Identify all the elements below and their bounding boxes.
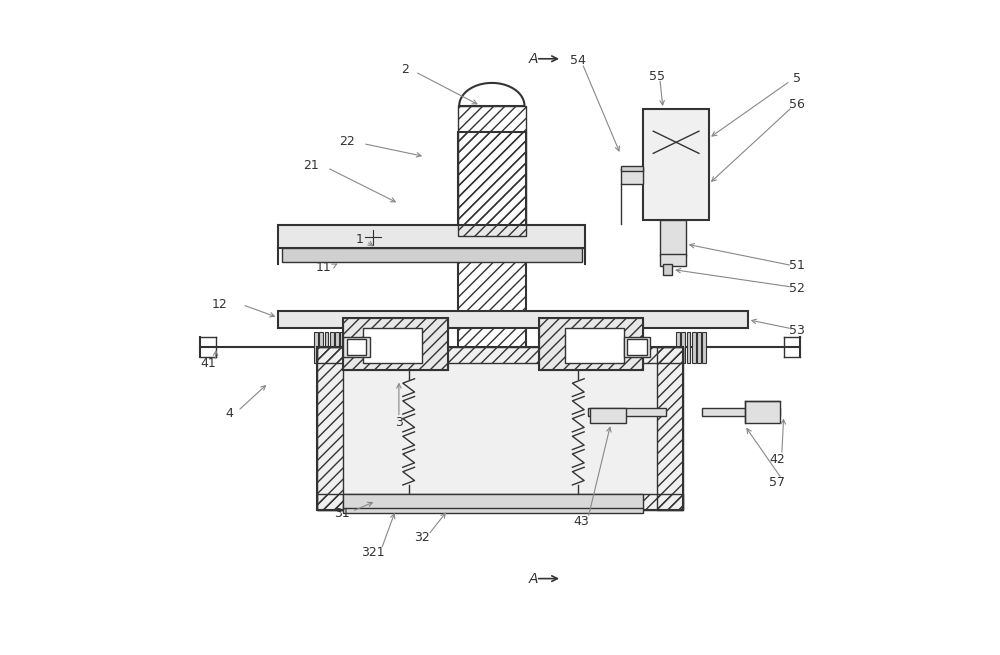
Bar bbox=[539, 318, 643, 370]
Bar bbox=[319, 332, 323, 364]
Bar bbox=[282, 248, 582, 262]
Text: 56: 56 bbox=[789, 98, 805, 111]
Bar bbox=[745, 401, 780, 423]
Text: 321: 321 bbox=[361, 546, 385, 559]
Text: 21: 21 bbox=[303, 159, 319, 172]
Bar bbox=[314, 332, 318, 364]
Text: 57: 57 bbox=[769, 476, 785, 489]
Bar bbox=[697, 332, 701, 364]
Text: 55: 55 bbox=[649, 70, 665, 83]
Circle shape bbox=[365, 230, 381, 246]
Bar bbox=[687, 332, 690, 364]
Bar bbox=[621, 168, 643, 184]
Bar bbox=[458, 132, 526, 510]
Text: 32: 32 bbox=[414, 531, 430, 544]
Bar bbox=[347, 339, 366, 355]
Text: 2: 2 bbox=[401, 64, 409, 77]
Text: 52: 52 bbox=[789, 282, 805, 295]
Bar bbox=[692, 332, 696, 364]
Text: 22: 22 bbox=[339, 135, 355, 148]
Bar bbox=[317, 347, 683, 510]
Text: 41: 41 bbox=[200, 357, 216, 370]
Text: 51: 51 bbox=[789, 259, 805, 272]
Bar bbox=[325, 332, 328, 364]
Bar bbox=[702, 332, 706, 364]
Text: 5: 5 bbox=[793, 72, 801, 85]
Text: 53: 53 bbox=[789, 324, 805, 337]
Bar bbox=[627, 339, 647, 355]
Bar bbox=[340, 332, 344, 364]
Text: 3: 3 bbox=[395, 415, 403, 428]
Bar bbox=[458, 105, 526, 236]
Bar bbox=[681, 332, 685, 364]
Text: 12: 12 bbox=[212, 298, 227, 311]
Bar bbox=[278, 225, 585, 248]
Text: 31: 31 bbox=[334, 507, 350, 520]
Bar bbox=[660, 220, 686, 255]
Text: A: A bbox=[528, 52, 538, 66]
Bar bbox=[278, 311, 748, 328]
Bar bbox=[621, 166, 643, 171]
Text: 42: 42 bbox=[769, 453, 785, 466]
Bar bbox=[330, 332, 334, 364]
Bar bbox=[643, 109, 709, 220]
Bar bbox=[335, 332, 339, 364]
Bar bbox=[343, 508, 643, 514]
Bar bbox=[343, 318, 448, 370]
Bar bbox=[539, 318, 643, 370]
Bar bbox=[317, 494, 683, 510]
Bar bbox=[676, 332, 680, 364]
Bar bbox=[660, 253, 686, 265]
Text: A: A bbox=[528, 572, 538, 586]
Bar bbox=[317, 347, 683, 364]
Bar bbox=[343, 318, 448, 370]
Text: 43: 43 bbox=[574, 515, 589, 529]
Bar bbox=[702, 407, 780, 415]
Bar bbox=[343, 494, 643, 510]
Text: 54: 54 bbox=[570, 54, 586, 67]
Bar bbox=[588, 407, 666, 415]
Bar bbox=[343, 337, 370, 357]
Bar bbox=[317, 347, 343, 510]
Text: 11: 11 bbox=[316, 261, 332, 274]
Text: 4: 4 bbox=[225, 407, 233, 420]
Bar bbox=[624, 337, 650, 357]
Bar bbox=[657, 347, 683, 510]
Bar bbox=[663, 263, 672, 275]
Bar bbox=[363, 328, 422, 364]
Bar bbox=[565, 328, 624, 364]
Bar bbox=[590, 407, 626, 423]
Text: 1: 1 bbox=[356, 233, 364, 246]
